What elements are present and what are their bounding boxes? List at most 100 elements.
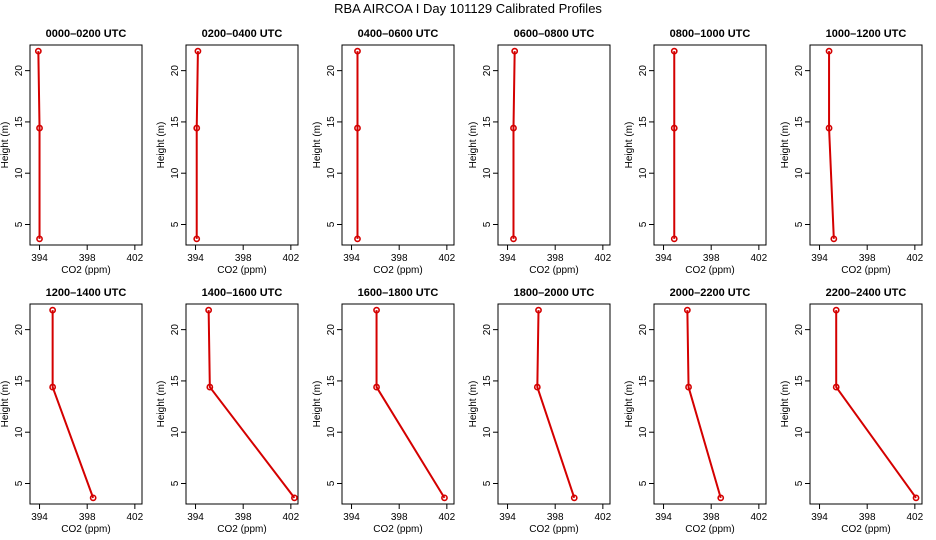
x-tick-label: 398 (859, 512, 876, 523)
y-axis-label: Height (m) (624, 122, 635, 169)
data-point (34, 47, 42, 55)
x-axis-label: CO2 (ppm) (529, 265, 578, 276)
x-tick-label: 402 (907, 512, 924, 523)
data-point (832, 306, 840, 314)
y-tick-label: 5 (326, 480, 337, 486)
x-axis-label: CO2 (ppm) (373, 265, 422, 276)
x-tick-label: 398 (703, 512, 720, 523)
x-tick-label: 398 (391, 512, 408, 523)
panels-grid: 0000–0200 UTC 394 398 402 CO2 (ppm) 5 10 15 20 He… (0, 28, 924, 535)
x-tick-label: 394 (499, 253, 516, 264)
y-axis-label: Height (m) (468, 381, 479, 428)
x-tick-label: 394 (187, 512, 204, 523)
y-tick-label: 15 (326, 375, 337, 387)
x-tick-label: 398 (859, 253, 876, 264)
panel-title: 0800–1000 UTC (670, 28, 751, 40)
y-tick-label: 20 (170, 324, 181, 336)
profile-panel: 1600–1800 UTC 394 398 402 CO2 (ppm) 5 10 15 20 He… (312, 287, 456, 535)
data-point (533, 383, 541, 391)
profile-line (512, 51, 516, 239)
profile-line (536, 310, 576, 499)
x-axis-label: CO2 (ppm) (841, 524, 890, 535)
x-axis-label: CO2 (ppm) (841, 265, 890, 276)
data-point (510, 235, 517, 243)
y-axis-label: Height (m) (0, 381, 11, 428)
profile-panel: 2200–2400 UTC 394 398 402 CO2 (ppm) 5 10 15 20 He… (780, 287, 924, 535)
y-axis-label: Height (m) (0, 122, 11, 169)
profile-line (828, 51, 835, 239)
data-point (194, 47, 202, 55)
profile-panel: 0800–1000 UTC 394 398 402 CO2 (ppm) 5 10 15 20 He… (624, 28, 768, 276)
y-tick-label: 10 (794, 426, 805, 438)
y-tick-label: 5 (638, 221, 649, 227)
data-point (670, 235, 678, 243)
data-point (570, 494, 578, 502)
x-tick-label: 402 (283, 253, 300, 264)
data-point (49, 383, 57, 391)
y-axis-label: Height (m) (624, 381, 635, 428)
profile-line (195, 51, 199, 239)
data-point (683, 306, 691, 314)
x-tick-label: 402 (283, 512, 300, 523)
panel-title: 1800–2000 UTC (514, 287, 595, 299)
profile-line (37, 51, 41, 239)
x-tick-label: 402 (595, 512, 612, 523)
y-axis-label: Height (m) (156, 381, 167, 428)
plot-frame (341, 44, 455, 246)
y-tick-label: 20 (638, 65, 649, 77)
data-point (36, 124, 43, 132)
y-tick-label: 5 (14, 480, 25, 486)
y-tick-label: 20 (14, 65, 25, 77)
data-point (825, 47, 833, 55)
y-axis-label: Height (m) (780, 381, 791, 428)
data-point (354, 235, 361, 243)
y-tick-label: 5 (794, 221, 805, 227)
x-tick-label: 402 (127, 253, 144, 264)
data-point (205, 306, 213, 314)
x-axis-label: CO2 (ppm) (61, 265, 110, 276)
y-tick-label: 10 (170, 167, 181, 179)
x-tick-label: 394 (499, 512, 516, 523)
data-point (441, 494, 448, 502)
panel-title: 0400–0600 UTC (358, 28, 439, 40)
data-point (825, 124, 833, 132)
y-tick-label: 15 (14, 116, 25, 128)
x-tick-label: 398 (235, 253, 252, 264)
profile-line (686, 310, 722, 499)
profile-panel: 0000–0200 UTC 394 398 402 CO2 (ppm) 5 10 15 20 He… (0, 28, 144, 276)
x-axis-label: CO2 (ppm) (373, 524, 422, 535)
data-point (206, 383, 214, 391)
data-point (354, 47, 361, 55)
profile-panel: 0400–0600 UTC 394 398 402 CO2 (ppm) 5 10 15 20 He… (312, 28, 456, 276)
profile-line (835, 310, 917, 499)
data-point (670, 124, 678, 132)
profile-panel: 1200–1400 UTC 394 398 402 CO2 (ppm) 5 10 15 20 He… (0, 287, 144, 535)
data-point (373, 383, 380, 391)
x-tick-label: 398 (391, 253, 408, 264)
y-axis-label: Height (m) (312, 381, 323, 428)
x-axis-label: CO2 (ppm) (529, 524, 578, 535)
x-tick-label: 402 (751, 512, 768, 523)
data-point (36, 235, 43, 243)
y-tick-label: 15 (638, 375, 649, 387)
panel-title: 1000–1200 UTC (826, 28, 907, 40)
data-point (373, 306, 380, 314)
profile-panel: 0200–0400 UTC 394 398 402 CO2 (ppm) 5 10 15 20 He… (156, 28, 300, 276)
figure-title: RBA AIRCOA I Day 101129 Calibrated Profi… (334, 1, 602, 16)
y-tick-label: 10 (482, 426, 493, 438)
x-tick-label: 394 (655, 512, 672, 523)
y-tick-label: 20 (482, 324, 493, 336)
y-tick-label: 20 (14, 324, 25, 336)
x-tick-label: 398 (79, 253, 96, 264)
data-point (511, 47, 519, 55)
x-tick-label: 398 (547, 253, 564, 264)
plot-frame (497, 303, 611, 505)
data-point (670, 47, 678, 55)
x-tick-label: 398 (547, 512, 564, 523)
y-tick-label: 10 (14, 426, 25, 438)
x-tick-label: 394 (31, 512, 48, 523)
data-point (830, 235, 838, 243)
x-axis-label: CO2 (ppm) (217, 524, 266, 535)
data-point (912, 494, 920, 502)
